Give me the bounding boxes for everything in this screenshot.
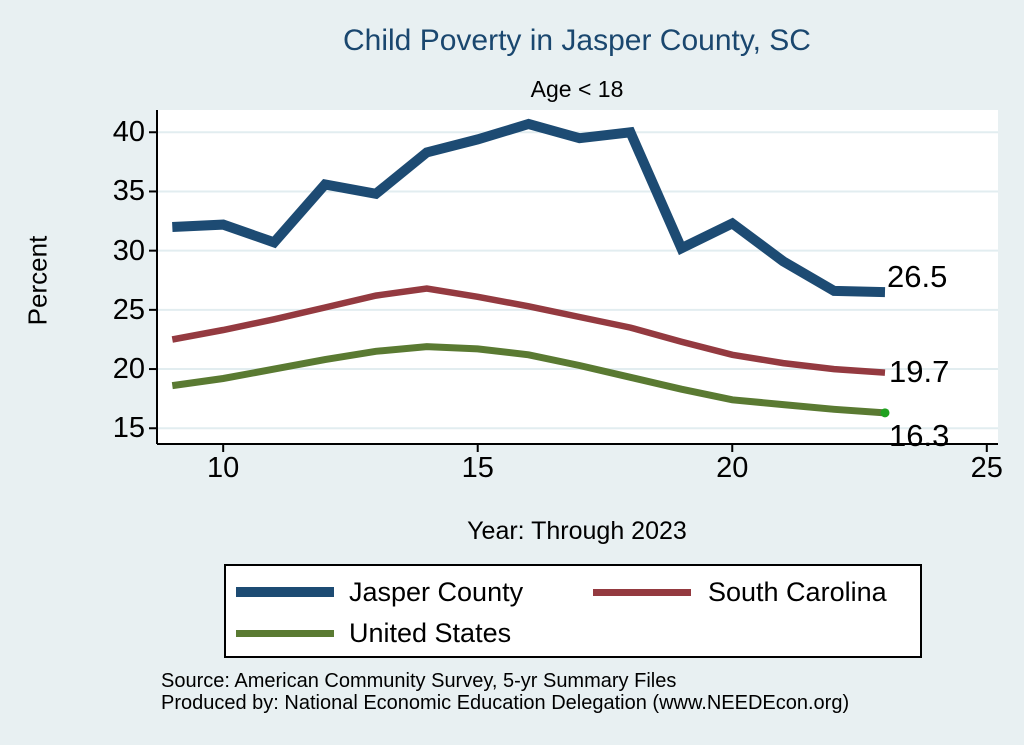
y-tick-label: 30 [112,234,145,267]
x-axis-title: Year: Through 2023 [467,517,687,545]
line-chart [149,110,998,452]
y-tick-label: 35 [112,175,145,208]
source-note: Source: American Community Survey, 5-yr … [161,670,1001,714]
plot-area [149,110,998,452]
series-line-united-states [171,343,886,417]
x-tick-label: 10 [207,452,240,484]
legend-box: Jasper County South Carolina United Stat… [224,564,922,658]
chart-title: Child Poverty in Jasper County, SC [343,24,811,57]
series-end-label: 16.3 [888,418,950,454]
series-line-jasper-county [172,118,886,298]
legend-swatch-united-states [236,630,334,637]
legend-label-south-carolina: South Carolina [708,577,887,607]
legend-label-jasper-county: Jasper County [349,577,524,607]
legend-label-united-states: United States [349,618,512,648]
series-end-label: 26.5 [886,258,948,294]
x-tick-label: 20 [716,452,749,484]
chart-subtitle: Age < 18 [530,76,624,102]
source-line-1: Source: American Community Survey, 5-yr … [161,670,677,692]
y-axis-title: Percent [22,235,53,326]
source-line-2: Produced by: National Economic Education… [161,691,850,714]
legend-swatch-jasper-county [236,587,334,597]
series-end-label: 19.7 [888,354,950,390]
y-tick-label: 25 [112,293,145,326]
y-tick-label: 15 [112,412,145,445]
y-tick-label: 40 [112,116,145,149]
series-line-south-carolina [171,285,886,376]
series-end-marker [880,408,890,418]
legend-swatch-south-carolina [593,589,691,596]
x-tick-label: 25 [970,452,1003,484]
y-tick-label: 20 [112,353,145,386]
x-tick-label: 15 [461,452,494,484]
